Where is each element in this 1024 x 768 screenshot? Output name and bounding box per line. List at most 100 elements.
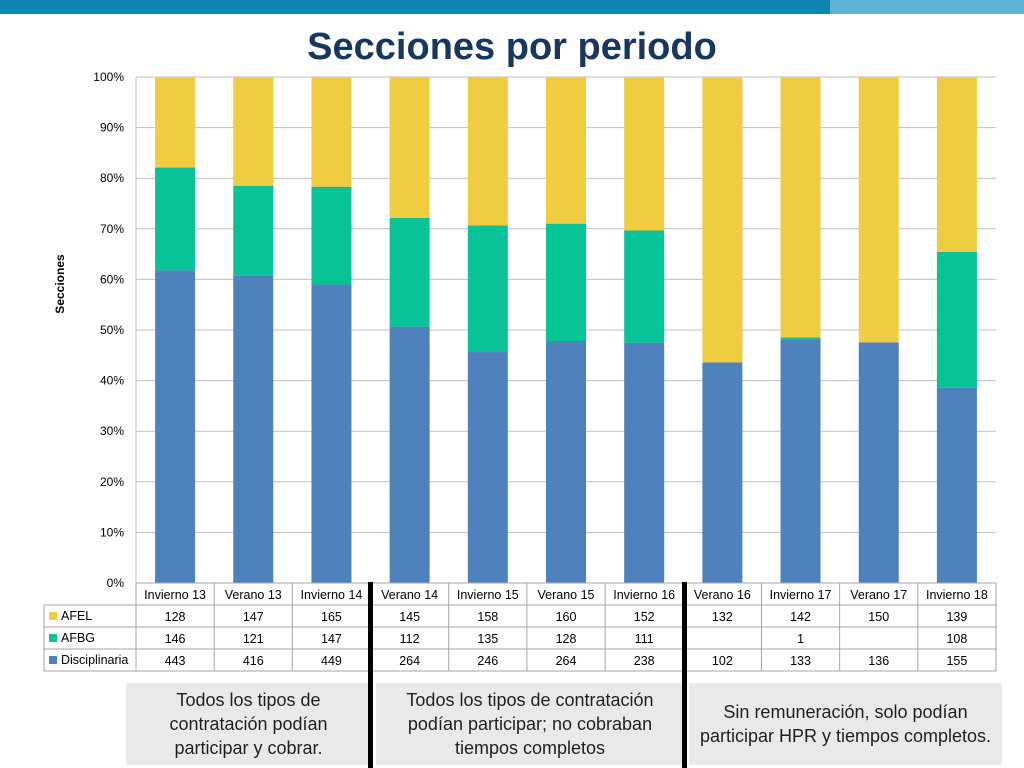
data-label: 246 (477, 654, 498, 668)
data-label: 238 (634, 654, 655, 668)
bar-disciplinaria-10 (936, 387, 977, 583)
data-label: 128 (556, 632, 577, 646)
bar-afbg-3 (389, 217, 430, 327)
bar-disciplinaria-3 (389, 326, 430, 583)
data-label: 136 (868, 654, 889, 668)
data-label: 160 (556, 610, 577, 624)
legend-label: Disciplinaria (61, 653, 128, 667)
bar-afel-10 (936, 77, 977, 252)
data-label: 135 (477, 632, 498, 646)
period-divider-1 (368, 582, 373, 768)
data-label: 416 (243, 654, 264, 668)
y-axis-label: Secciones (53, 254, 67, 314)
bar-disciplinaria-0 (155, 270, 196, 583)
bar-afbg-5 (546, 223, 586, 341)
bar-disciplinaria-2 (311, 284, 352, 583)
data-label: 264 (556, 654, 577, 668)
top-accent-bar-light (830, 0, 1024, 14)
data-label: 133 (790, 654, 811, 668)
y-tick-label: 40% (100, 374, 124, 388)
bar-afbg-4 (467, 225, 508, 353)
data-label: 158 (477, 610, 498, 624)
bar-afel-2 (311, 77, 352, 187)
x-tick-label: Invierno 17 (770, 588, 832, 602)
note-period-3: Sin remuneración, solo podían participar… (689, 683, 1002, 765)
bar-afbg-10 (936, 251, 977, 388)
y-tick-label: 70% (100, 222, 124, 236)
data-label: 264 (399, 654, 420, 668)
legend-label: AFEL (61, 609, 92, 623)
legend-swatch-afbg (49, 634, 57, 642)
data-label: 449 (321, 654, 342, 668)
x-tick-label: Invierno 13 (144, 588, 206, 602)
bar-afel-1 (233, 77, 274, 186)
data-label: 152 (634, 610, 655, 624)
y-tick-label: 20% (100, 475, 124, 489)
bar-disciplinaria-9 (858, 342, 899, 583)
x-tick-label: Verano 15 (538, 588, 595, 602)
y-tick-label: 80% (100, 171, 124, 185)
bar-afbg-2 (311, 186, 352, 285)
y-tick-label: 50% (100, 323, 124, 337)
bar-afel-7 (702, 77, 743, 363)
data-label: 147 (243, 610, 264, 624)
page-title: Secciones por periodo (307, 26, 717, 68)
data-label: 111 (635, 632, 654, 646)
bar-afel-6 (624, 77, 665, 231)
data-label: 1 (797, 632, 804, 646)
data-label: 155 (946, 654, 967, 668)
data-label: 443 (165, 654, 186, 668)
data-label: 102 (712, 654, 733, 668)
y-tick-label: 0% (107, 576, 125, 590)
y-tick-label: 30% (100, 424, 124, 438)
y-tick-label: 100% (93, 70, 124, 84)
x-tick-label: Invierno 15 (457, 588, 519, 602)
x-tick-label: Verano 16 (694, 588, 751, 602)
bar-afel-8 (780, 77, 821, 338)
y-tick-label: 90% (100, 121, 124, 135)
legend-label: AFBG (61, 631, 95, 645)
bar-disciplinaria-1 (233, 275, 274, 583)
x-tick-label: Verano 14 (381, 588, 438, 602)
data-label: 147 (321, 632, 342, 646)
bar-afbg-8 (780, 337, 821, 340)
bar-afbg-0 (155, 167, 196, 271)
bar-afbg-1 (233, 185, 274, 276)
x-tick-label: Invierno 18 (926, 588, 988, 602)
data-label: 139 (946, 610, 967, 624)
bar-disciplinaria-5 (546, 341, 586, 583)
x-tick-label: Invierno 14 (301, 588, 363, 602)
bar-disciplinaria-6 (624, 342, 665, 583)
legend-swatch-afel (49, 612, 57, 620)
bar-afel-5 (546, 77, 586, 224)
data-label: 121 (243, 632, 264, 646)
x-tick-label: Verano 17 (850, 588, 907, 602)
period-divider-2 (682, 582, 687, 768)
bar-disciplinaria-7 (702, 362, 743, 583)
note-period-2: Todos los tipos de contratación podían p… (376, 683, 684, 765)
note-period-1: Todos los tipos de contratación podían p… (126, 683, 371, 765)
bar-afbg-6 (624, 230, 665, 343)
x-tick-label: Invierno 16 (613, 588, 675, 602)
data-label: 112 (400, 632, 420, 646)
data-label: 132 (712, 610, 733, 624)
data-label: 108 (946, 632, 967, 646)
x-tick-label: Verano 13 (225, 588, 282, 602)
data-label: 142 (790, 610, 811, 624)
bar-afel-0 (155, 77, 196, 168)
data-label: 165 (321, 610, 342, 624)
data-label: 150 (868, 610, 889, 624)
y-tick-label: 10% (100, 525, 124, 539)
y-tick-label: 60% (100, 272, 124, 286)
legend-swatch-disciplinaria (49, 656, 57, 664)
top-accent-bar (0, 0, 830, 14)
bar-afel-4 (467, 77, 508, 226)
bar-afel-9 (858, 77, 899, 343)
bar-disciplinaria-4 (467, 352, 508, 583)
data-label: 128 (165, 610, 186, 624)
bar-disciplinaria-8 (780, 339, 821, 583)
bar-afel-3 (389, 77, 430, 218)
data-label: 145 (399, 610, 420, 624)
data-label: 146 (165, 632, 186, 646)
